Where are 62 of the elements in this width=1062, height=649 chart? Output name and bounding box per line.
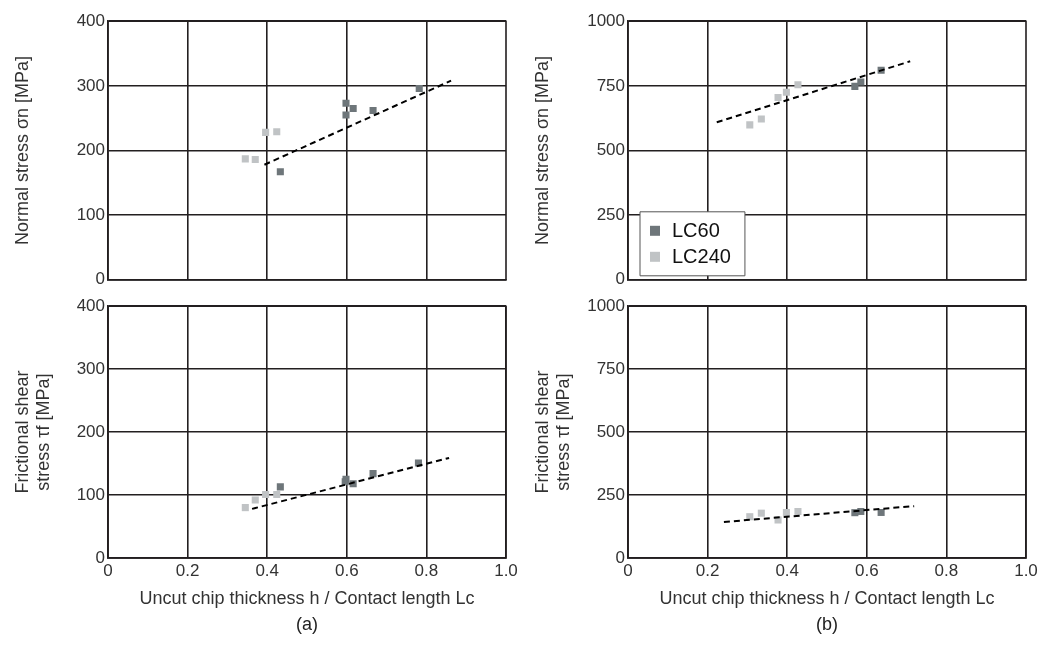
point xyxy=(746,121,754,129)
x-tick-label: 1.0 xyxy=(1014,560,1038,580)
y-tick-label: 250 xyxy=(596,484,625,504)
y-tick-label: 0 xyxy=(615,547,625,567)
y-tick-label: 0 xyxy=(95,547,105,567)
point xyxy=(251,496,259,504)
point xyxy=(241,155,249,163)
point xyxy=(251,156,259,164)
point xyxy=(262,490,270,498)
x-tick-label: 0.2 xyxy=(695,560,720,580)
x-tick-label: 0.4 xyxy=(255,560,280,580)
y-tick-label: 500 xyxy=(596,140,625,160)
y-tick-label: 200 xyxy=(76,421,105,441)
y-axis-title: Frictional shear stress τf [MPa] xyxy=(531,370,574,494)
y-tick-label: 1000 xyxy=(587,295,625,315)
y-tick-label: 200 xyxy=(76,140,105,160)
point xyxy=(349,104,357,113)
point xyxy=(757,115,765,123)
y-tick-label: 0 xyxy=(615,269,625,289)
y-tick-label: 300 xyxy=(76,358,105,378)
x-tick-label: 0.2 xyxy=(175,560,200,580)
y-tick-label: 400 xyxy=(76,295,105,315)
point xyxy=(369,470,377,478)
text: (b) xyxy=(816,613,838,634)
y-tick-label: 750 xyxy=(596,75,625,95)
y-tick-label: 100 xyxy=(76,484,105,504)
legend-label: LC60 xyxy=(672,219,720,242)
y-axis-title: Frictional shear stress τf [MPa] xyxy=(11,370,54,494)
point xyxy=(276,168,284,176)
y-tick-label: 100 xyxy=(76,204,105,224)
x-tick-label: 0.8 xyxy=(414,560,439,580)
point xyxy=(415,84,423,92)
y-tick-label: 750 xyxy=(596,358,625,378)
y-axis-title: Normal stress σn [MPa] xyxy=(11,55,32,246)
point xyxy=(241,504,249,512)
legend-label: LC240 xyxy=(672,245,731,268)
point xyxy=(262,128,270,136)
point xyxy=(857,78,865,86)
point xyxy=(369,106,377,114)
point xyxy=(794,81,802,89)
point xyxy=(782,88,790,96)
x-tick-label: 0.8 xyxy=(934,560,959,580)
point xyxy=(774,93,782,102)
x-tick-label: 1.0 xyxy=(494,560,518,580)
point xyxy=(273,490,281,498)
point xyxy=(342,99,350,107)
x-tick-label: 0.6 xyxy=(854,560,879,580)
y-tick-label: 400 xyxy=(76,10,105,30)
y-tick-label: 0 xyxy=(95,269,105,289)
y-tick-label: 250 xyxy=(596,204,625,224)
y-tick-label: 300 xyxy=(76,75,105,95)
x-tick-label: 0.6 xyxy=(334,560,359,580)
x-axis-title: Uncut chip thickness h / Contact length Lc xyxy=(139,588,475,609)
point xyxy=(273,128,281,136)
text: (a) xyxy=(296,613,318,634)
x-tick-label: 0.4 xyxy=(775,560,800,580)
x-axis-title: Uncut chip thickness h / Contact length Lc xyxy=(659,588,995,609)
y-axis-title: Normal stress σn [MPa] xyxy=(531,55,552,246)
point xyxy=(276,483,284,491)
point xyxy=(342,111,350,119)
y-tick-label: 500 xyxy=(596,421,625,441)
y-tick-label: 1000 xyxy=(587,10,625,30)
